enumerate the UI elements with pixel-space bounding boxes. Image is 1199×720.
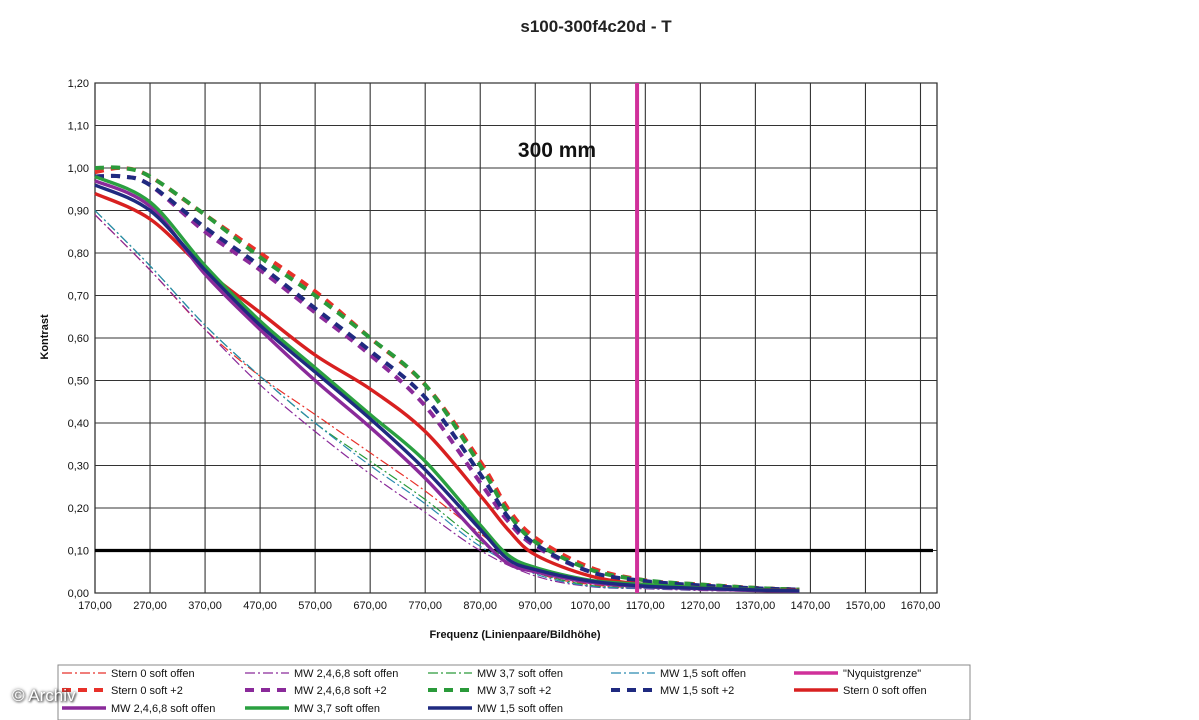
grid (94, 82, 938, 594)
legend-label: Stern 0 soft +2 (111, 685, 183, 697)
y-tick-label: 0,50 (68, 376, 89, 388)
legend-label: MW 3,7 soft +2 (477, 685, 551, 697)
y-axis-label: Kontrast (39, 314, 51, 360)
axes: 170,00 270,00 370,00 470,00 570,00 670,00 770,… (68, 78, 941, 612)
legend-label: Stern 0 soft offen (111, 668, 195, 680)
copyright-watermark: © Archiv (12, 686, 76, 705)
focal-length-annotation: 300 mm (518, 139, 596, 162)
legend-label: MW 1,5 soft offen (660, 668, 746, 680)
series-line-12 (94, 183, 800, 593)
legend: Stern 0 soft offen MW 2,4,6,8 soft offen M… (57, 664, 971, 720)
legend-label: "Nyquistgrenze" (843, 668, 921, 680)
y-tick-label: 0,40 (68, 418, 89, 430)
legend-label: MW 3,7 soft offen (294, 703, 380, 715)
y-tick-label: 1,10 (68, 121, 89, 133)
y-tick-label: 0,90 (68, 206, 89, 218)
x-tick-label: 870,00 (463, 600, 497, 612)
legend-item-4: "Nyquistgrenze" (794, 668, 921, 680)
legend-label: MW 2,4,6,8 soft +2 (294, 685, 387, 697)
y-tick-label: 0,00 (68, 588, 89, 600)
x-tick-label: 370,00 (188, 600, 222, 612)
series-line-8 (94, 173, 800, 592)
legend-item-0: Stern 0 soft offen (62, 668, 195, 680)
legend-label: MW 3,7 soft offen (477, 668, 563, 680)
legend-label: MW 2,4,6,8 soft offen (294, 668, 398, 680)
legend-item-7: MW 3,7 soft +2 (428, 685, 551, 697)
x-tick-label: 470,00 (243, 600, 277, 612)
y-tick-label: 0,80 (68, 248, 89, 260)
legend-item-8: MW 1,5 soft +2 (611, 685, 734, 697)
legend-item-1: MW 2,4,6,8 soft offen (245, 668, 398, 680)
x-tick-label: 1470,00 (791, 600, 831, 612)
legend-item-2: MW 3,7 soft offen (428, 668, 563, 680)
legend-item-9: Stern 0 soft offen (794, 685, 927, 697)
y-tick-label: 0,60 (68, 333, 89, 345)
chart-title: s100-300f4c20d - T (520, 17, 672, 36)
x-axis-label: Frequenz (Linienpaare/Bildhöhe) (429, 629, 600, 641)
y-tick-label: 0,30 (68, 461, 89, 473)
legend-item-6: MW 2,4,6,8 soft +2 (245, 685, 387, 697)
x-tick-label: 1570,00 (846, 600, 886, 612)
x-tick-label: 270,00 (133, 600, 167, 612)
x-tick-label: 570,00 (298, 600, 332, 612)
x-tick-label: 770,00 (408, 600, 442, 612)
legend-item-12: MW 1,5 soft offen (428, 703, 563, 715)
legend-label: Stern 0 soft offen (843, 685, 927, 697)
y-tick-label: 0,20 (68, 503, 89, 515)
x-tick-label: 1370,00 (736, 600, 776, 612)
x-tick-label: 170,00 (78, 600, 112, 612)
legend-label: MW 1,5 soft offen (477, 703, 563, 715)
x-tick-label: 1670,00 (901, 600, 941, 612)
legend-item-3: MW 1,5 soft offen (611, 668, 746, 680)
series-lines (94, 83, 933, 593)
x-tick-label: 1170,00 (626, 600, 665, 612)
x-tick-label: 1270,00 (680, 600, 720, 612)
x-tick-label: 1070,00 (570, 600, 610, 612)
legend-item-5: Stern 0 soft +2 (62, 685, 183, 697)
y-tick-label: 0,70 (68, 291, 89, 303)
y-tick-label: 1,00 (68, 163, 89, 175)
legend-item-10: MW 2,4,6,8 soft offen (62, 703, 215, 715)
legend-label: MW 2,4,6,8 soft offen (111, 703, 215, 715)
y-tick-label: 0,10 (68, 546, 89, 558)
legend-item-11: MW 3,7 soft offen (245, 703, 380, 715)
x-tick-label: 970,00 (518, 600, 552, 612)
x-tick-label: 670,00 (353, 600, 387, 612)
legend-label: MW 1,5 soft +2 (660, 685, 734, 697)
y-tick-label: 1,20 (68, 78, 89, 90)
